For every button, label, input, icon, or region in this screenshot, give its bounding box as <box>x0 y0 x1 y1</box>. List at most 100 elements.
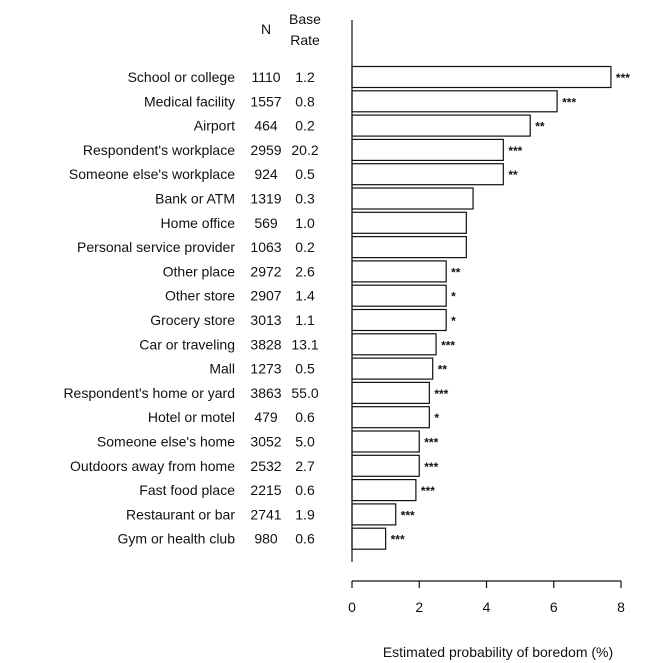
category-label: Someone else's workplace <box>69 166 235 182</box>
n-value: 2532 <box>250 458 281 474</box>
header-n: N <box>261 21 271 37</box>
significance-marker: *** <box>424 436 438 450</box>
n-value: 2741 <box>250 506 281 522</box>
significance-marker: ** <box>451 265 461 279</box>
significance-marker: *** <box>562 95 576 109</box>
base-rate-value: 0.5 <box>295 361 315 377</box>
base-rate-value: 1.4 <box>295 288 315 304</box>
bar <box>351 211 467 234</box>
x-tick-label: 8 <box>617 599 625 615</box>
significance-marker: ** <box>508 168 518 182</box>
bar <box>351 260 447 283</box>
n-value: 2959 <box>250 142 281 158</box>
n-value: 464 <box>254 118 278 134</box>
significance-marker: *** <box>401 508 415 522</box>
base-rate-value: 2.7 <box>295 458 315 474</box>
category-label: Restaurant or bar <box>126 506 235 522</box>
bar <box>351 430 420 453</box>
base-rate-value: 0.6 <box>295 409 315 425</box>
x-tick-label: 0 <box>348 599 356 615</box>
category-label: Other store <box>165 288 235 304</box>
chart-rows: School or college 1110 1.2 ***Medical facil… <box>63 65 630 550</box>
base-rate-value: 0.2 <box>295 118 315 134</box>
category-label: Respondent's home or yard <box>63 385 235 401</box>
base-rate-value: 1.9 <box>295 506 315 522</box>
x-tick-label: 4 <box>483 599 491 615</box>
base-rate-value: 0.3 <box>295 191 315 207</box>
base-rate-value: 0.6 <box>295 531 315 547</box>
significance-marker: * <box>434 411 439 425</box>
bar <box>351 308 447 332</box>
n-value: 1063 <box>250 239 281 255</box>
significance-marker: *** <box>391 533 405 547</box>
base-rate-value: 1.2 <box>295 69 315 85</box>
n-value: 2907 <box>250 288 281 304</box>
significance-marker: *** <box>424 460 438 474</box>
significance-marker: *** <box>441 338 455 352</box>
category-label: Outdoors away from home <box>70 458 235 474</box>
bar <box>351 187 474 210</box>
significance-marker: * <box>451 290 456 304</box>
significance-marker: ** <box>438 363 448 377</box>
n-value: 1557 <box>250 93 281 109</box>
bar <box>351 479 417 502</box>
bar <box>351 406 430 429</box>
n-value: 3828 <box>250 336 281 352</box>
base-rate-value: 55.0 <box>291 385 318 401</box>
bar <box>351 527 387 550</box>
significance-marker: *** <box>508 144 522 158</box>
base-rate-value: 0.2 <box>295 239 315 255</box>
bar <box>351 333 437 356</box>
significance-marker: ** <box>535 120 545 134</box>
n-value: 980 <box>254 531 278 547</box>
bar <box>351 381 430 404</box>
category-label: Grocery store <box>150 312 235 328</box>
category-label: Medical facility <box>144 93 235 109</box>
category-label: Fast food place <box>139 482 235 498</box>
significance-marker: * <box>451 314 456 328</box>
n-value: 479 <box>254 409 278 425</box>
bar <box>351 163 504 186</box>
n-value: 3052 <box>250 434 281 450</box>
bar <box>351 90 558 113</box>
n-value: 3013 <box>250 312 281 328</box>
bar <box>351 65 612 89</box>
category-label: Car or traveling <box>139 336 235 352</box>
bar <box>351 357 434 380</box>
n-value: 924 <box>254 166 278 182</box>
category-label: Personal service provider <box>77 239 235 255</box>
bar <box>351 503 397 526</box>
n-value: 1319 <box>250 191 281 207</box>
category-label: Respondent's workplace <box>83 142 235 158</box>
n-value: 569 <box>254 215 278 231</box>
base-rate-value: 0.8 <box>295 93 315 109</box>
n-value: 2215 <box>250 482 281 498</box>
n-value: 1273 <box>250 361 281 377</box>
base-rate-value: 1.0 <box>295 215 315 231</box>
base-rate-value: 1.1 <box>295 312 315 328</box>
base-rate-value: 13.1 <box>291 336 318 352</box>
bar <box>351 284 447 307</box>
x-axis-title: Estimated probability of boredom (%) <box>383 644 613 660</box>
bar <box>351 454 420 477</box>
significance-marker: *** <box>616 71 630 85</box>
category-label: Mall <box>209 361 235 377</box>
bar <box>351 138 504 161</box>
base-rate-value: 0.6 <box>295 482 315 498</box>
header-base-rate-line1: Base <box>289 11 321 27</box>
category-label: Bank or ATM <box>155 191 235 207</box>
n-value: 1110 <box>251 69 280 85</box>
base-rate-value: 5.0 <box>295 434 315 450</box>
category-label: Hotel or motel <box>148 409 235 425</box>
base-rate-value: 0.5 <box>295 166 315 182</box>
category-label: Other place <box>163 263 236 279</box>
significance-marker: *** <box>421 484 435 498</box>
n-value: 2972 <box>250 263 281 279</box>
x-tick-label: 6 <box>550 599 558 615</box>
base-rate-value: 20.2 <box>291 142 318 158</box>
category-label: Home office <box>161 215 236 231</box>
category-label: Gym or health club <box>118 531 236 547</box>
category-label: Airport <box>194 118 235 134</box>
base-rate-value: 2.6 <box>295 263 315 279</box>
category-label: Someone else's home <box>97 434 235 450</box>
